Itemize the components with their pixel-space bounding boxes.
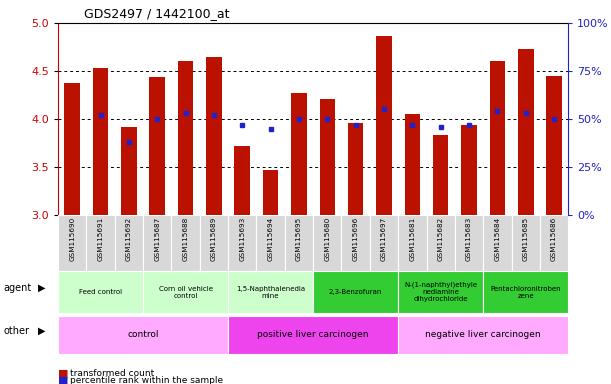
Bar (115, 215, 143, 271)
Text: GSM115689: GSM115689 (211, 217, 217, 261)
Bar (461, 125, 477, 215)
Text: control: control (127, 330, 159, 339)
Bar (313, 271, 398, 313)
Bar (348, 123, 364, 215)
Bar (342, 215, 370, 271)
Text: GSM115690: GSM115690 (69, 217, 75, 261)
Text: GSM115681: GSM115681 (409, 217, 415, 261)
Text: N-(1-naphthyl)ethyle
nediamine
dihydrochloride: N-(1-naphthyl)ethyle nediamine dihydroch… (404, 282, 477, 303)
Bar (206, 56, 222, 215)
Text: GSM115688: GSM115688 (183, 217, 189, 261)
Bar (235, 146, 250, 215)
Bar (263, 170, 279, 215)
Bar (228, 316, 398, 354)
Text: GSM115683: GSM115683 (466, 217, 472, 261)
Bar (426, 215, 455, 271)
Text: ■: ■ (58, 375, 68, 384)
Text: GSM115697: GSM115697 (381, 217, 387, 261)
Text: Feed control: Feed control (79, 289, 122, 295)
Bar (58, 316, 228, 354)
Text: GSM115682: GSM115682 (437, 217, 444, 261)
Text: other: other (3, 326, 29, 336)
Text: GSM115692: GSM115692 (126, 217, 132, 261)
Text: ▶: ▶ (38, 283, 45, 293)
Text: 1,5-Naphthalenedia
mine: 1,5-Naphthalenedia mine (236, 286, 305, 299)
Text: GSM115696: GSM115696 (353, 217, 359, 261)
Bar (285, 215, 313, 271)
Bar (172, 215, 200, 271)
Bar (398, 271, 483, 313)
Text: Pentachloronitroben
zene: Pentachloronitroben zene (491, 286, 561, 299)
Bar (376, 36, 392, 215)
Text: positive liver carcinogen: positive liver carcinogen (257, 330, 369, 339)
Bar (257, 215, 285, 271)
Bar (404, 114, 420, 215)
Text: GSM115693: GSM115693 (240, 217, 245, 261)
Text: transformed count: transformed count (70, 369, 155, 378)
Text: ■: ■ (58, 368, 68, 378)
Bar (546, 76, 562, 215)
Bar (518, 49, 533, 215)
Bar (228, 215, 257, 271)
Text: negative liver carcinogen: negative liver carcinogen (425, 330, 541, 339)
Text: agent: agent (3, 283, 31, 293)
Bar (121, 127, 137, 215)
Text: ▶: ▶ (38, 326, 45, 336)
Text: GDS2497 / 1442100_at: GDS2497 / 1442100_at (84, 7, 229, 20)
Text: GSM115686: GSM115686 (551, 217, 557, 261)
Bar (489, 61, 505, 215)
Bar (150, 77, 165, 215)
Bar (483, 271, 568, 313)
Bar (58, 271, 143, 313)
Text: Corn oil vehicle
control: Corn oil vehicle control (159, 286, 213, 299)
Bar (320, 99, 335, 215)
Bar (483, 215, 511, 271)
Text: GSM115695: GSM115695 (296, 217, 302, 261)
Bar (200, 215, 228, 271)
Bar (228, 271, 313, 313)
Bar (398, 215, 426, 271)
Text: GSM115685: GSM115685 (523, 217, 529, 261)
Bar (143, 215, 172, 271)
Bar (58, 215, 86, 271)
Bar (86, 215, 115, 271)
Bar (540, 215, 568, 271)
Text: GSM115684: GSM115684 (494, 217, 500, 261)
Text: 2,3-Benzofuran: 2,3-Benzofuran (329, 289, 382, 295)
Bar (143, 271, 228, 313)
Bar (511, 215, 540, 271)
Bar (398, 316, 568, 354)
Text: GSM115680: GSM115680 (324, 217, 331, 261)
Bar (93, 68, 108, 215)
Text: GSM115687: GSM115687 (154, 217, 160, 261)
Text: percentile rank within the sample: percentile rank within the sample (70, 376, 224, 384)
Bar (370, 215, 398, 271)
Bar (64, 83, 80, 215)
Bar (433, 136, 448, 215)
Bar (455, 215, 483, 271)
Bar (313, 215, 342, 271)
Bar (178, 61, 194, 215)
Bar (291, 93, 307, 215)
Text: GSM115691: GSM115691 (98, 217, 103, 261)
Text: GSM115694: GSM115694 (268, 217, 274, 261)
